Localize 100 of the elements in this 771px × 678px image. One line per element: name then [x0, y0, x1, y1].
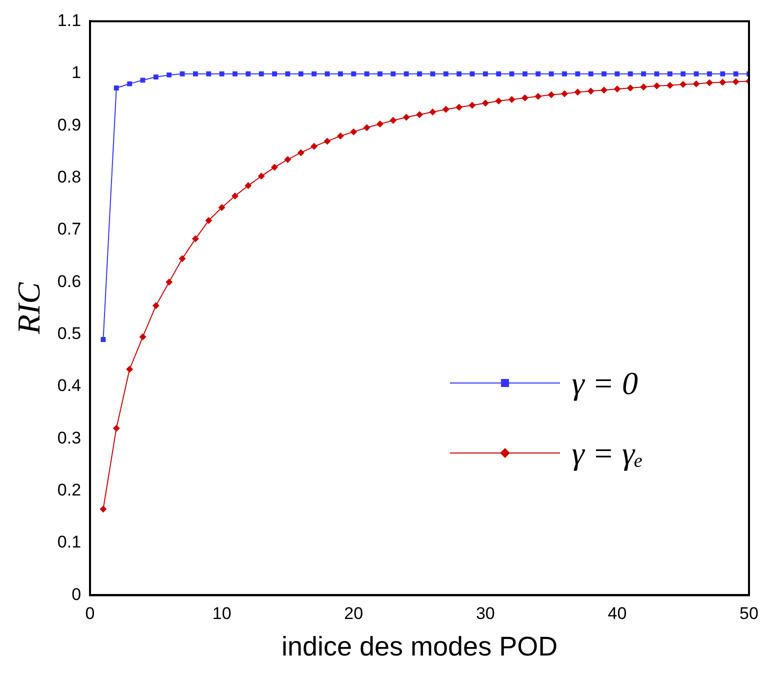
point — [560, 90, 568, 98]
point — [482, 71, 488, 76]
point — [626, 84, 634, 92]
x-tick-label: 20 — [344, 604, 364, 624]
point — [180, 71, 185, 76]
y-tick-label: 0.8 — [57, 167, 82, 186]
y-tick-label: 0.7 — [57, 220, 82, 239]
x-tick-label: 40 — [608, 604, 627, 624]
y-axis-title: RIC — [10, 282, 47, 335]
point — [442, 106, 450, 113]
point — [653, 82, 660, 90]
point — [732, 78, 740, 86]
point — [378, 71, 382, 76]
point — [206, 71, 212, 76]
point — [443, 71, 448, 76]
point — [417, 71, 422, 76]
y-tick-label: 0.9 — [57, 115, 82, 134]
point — [298, 71, 304, 76]
point — [192, 235, 199, 242]
point — [219, 71, 224, 76]
x-tick-label: 30 — [476, 604, 495, 624]
point — [152, 302, 160, 310]
point — [628, 71, 633, 76]
point — [534, 92, 542, 100]
x-tick-label: 0 — [85, 604, 95, 624]
point — [232, 71, 238, 76]
point — [640, 83, 648, 90]
y-tick-label: 0.2 — [57, 480, 82, 500]
point — [614, 71, 620, 76]
x-axis-title: indice des modes POD — [281, 631, 558, 662]
point — [548, 71, 554, 76]
legend-label: γ = 0 — [572, 364, 638, 402]
legend-label: γ = γₑ — [572, 434, 643, 472]
point — [126, 366, 134, 373]
point — [602, 71, 606, 76]
x-tick-label: 50 — [740, 604, 758, 624]
y-tick-label: 0 — [72, 584, 82, 604]
point — [100, 337, 106, 342]
point — [430, 71, 436, 76]
point — [456, 71, 462, 76]
point — [338, 71, 343, 76]
point — [363, 124, 370, 132]
point — [562, 71, 567, 76]
point — [694, 71, 699, 76]
point — [284, 156, 292, 163]
y-tick-label: 1.1 — [57, 10, 82, 30]
y-tick-label: 1 — [72, 63, 82, 82]
point — [720, 71, 726, 76]
point — [706, 79, 713, 86]
point — [654, 71, 660, 76]
point — [390, 71, 396, 76]
point — [100, 506, 107, 513]
point — [416, 111, 424, 118]
point — [667, 71, 672, 76]
y-tick-label: 0.4 — [57, 376, 82, 396]
point — [548, 91, 555, 98]
point — [574, 88, 582, 96]
point — [522, 71, 528, 76]
point — [205, 217, 212, 224]
point — [509, 71, 514, 76]
point — [178, 255, 186, 262]
x-tick-label: 10 — [212, 604, 232, 624]
point — [680, 71, 686, 76]
point — [456, 104, 463, 111]
point — [641, 71, 646, 76]
point — [272, 71, 278, 76]
point — [429, 108, 436, 116]
point — [390, 116, 397, 124]
point — [140, 78, 146, 83]
point — [521, 94, 528, 102]
point — [587, 88, 594, 95]
point — [495, 98, 502, 105]
point — [614, 86, 621, 93]
point — [336, 132, 344, 140]
point — [258, 71, 264, 76]
y-tick-label: 0.6 — [57, 272, 82, 291]
point — [692, 80, 700, 88]
point — [258, 172, 265, 180]
point — [285, 71, 290, 76]
point — [232, 192, 239, 200]
point — [588, 71, 594, 76]
y-tick-label: 0.5 — [57, 324, 82, 343]
point — [536, 71, 541, 76]
point — [114, 86, 119, 90]
point — [600, 86, 608, 94]
point — [246, 71, 251, 76]
point — [376, 120, 384, 128]
point — [680, 80, 687, 88]
y-tick-label: 0.3 — [57, 428, 82, 448]
point — [324, 71, 330, 76]
point — [575, 71, 580, 76]
point — [312, 71, 317, 76]
point — [297, 149, 304, 156]
point — [112, 424, 120, 432]
point — [496, 71, 502, 76]
point — [364, 71, 370, 76]
point — [706, 71, 712, 76]
point — [404, 71, 409, 76]
point — [139, 333, 146, 340]
point — [271, 164, 278, 171]
